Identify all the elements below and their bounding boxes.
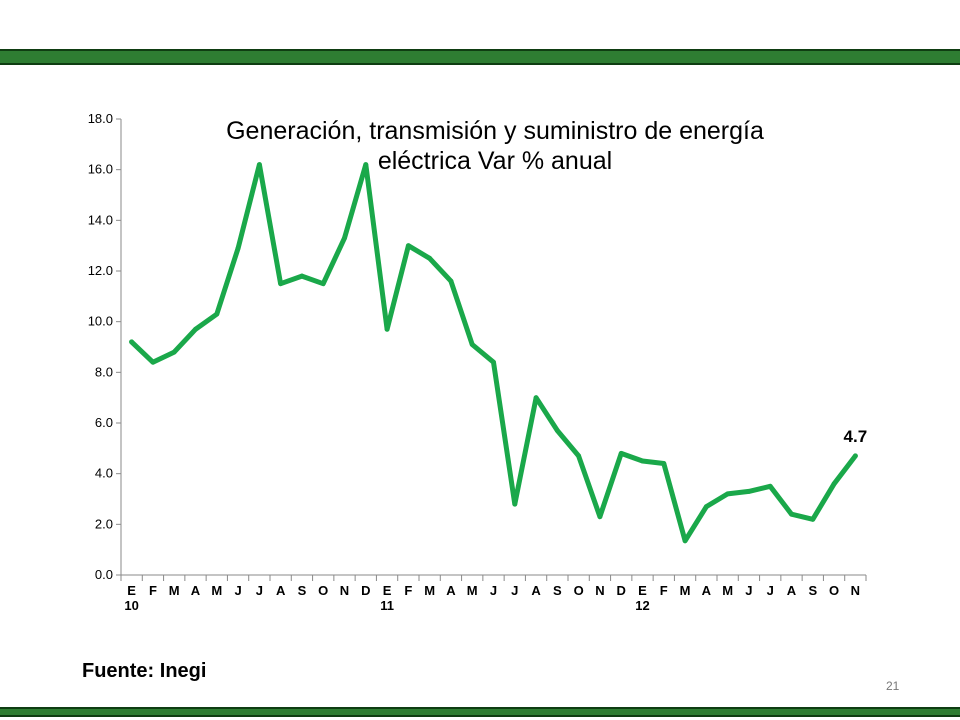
data-point <box>427 255 433 261</box>
bottom-band <box>0 707 960 717</box>
x-tick-label: S <box>553 583 562 598</box>
y-tick-label: 2.0 <box>95 516 113 531</box>
x-tick-label: M <box>424 583 435 598</box>
x-tick-label: D <box>617 583 626 598</box>
x-tick-label: E <box>638 583 647 598</box>
y-tick-label: 10.0 <box>88 314 113 329</box>
data-point <box>512 501 518 507</box>
data-point <box>597 514 603 520</box>
data-label: 4.7 <box>844 427 868 446</box>
data-point <box>278 281 284 287</box>
x-tick-label: A <box>787 583 797 598</box>
x-tick-label: M <box>722 583 733 598</box>
x-tick-label: S <box>298 583 307 598</box>
top-band <box>0 49 960 65</box>
y-tick-label: 8.0 <box>95 364 113 379</box>
x-tick-label: A <box>531 583 541 598</box>
x-year-label: 11 <box>380 598 394 613</box>
y-tick-label: 0.0 <box>95 567 113 582</box>
x-tick-label: A <box>446 583 456 598</box>
data-point <box>320 281 326 287</box>
x-tick-label: N <box>595 583 604 598</box>
x-tick-label: S <box>808 583 817 598</box>
data-point <box>554 428 560 433</box>
x-tick-label: D <box>361 583 370 598</box>
page-number: 21 <box>886 679 900 693</box>
data-point <box>171 349 177 355</box>
data-point <box>703 504 709 509</box>
x-year-label: 10 <box>124 598 138 613</box>
x-tick-label: N <box>851 583 860 598</box>
x-tick-label: M <box>467 583 478 598</box>
y-tick-label: 16.0 <box>88 162 113 177</box>
x-tick-label: J <box>234 583 241 598</box>
x-tick-label: J <box>745 583 752 598</box>
data-point <box>150 359 156 365</box>
data-point <box>342 235 347 241</box>
source-note: Fuente: Inegi <box>82 660 207 682</box>
y-tick-label: 18.0 <box>88 111 113 126</box>
x-tick-label: F <box>660 583 668 598</box>
data-point <box>661 461 667 466</box>
x-tick-label: A <box>276 583 286 598</box>
data-point <box>767 483 773 489</box>
data-point <box>831 481 837 487</box>
chart-area: 0.0 2.0 4.0 6.0 8.0 10.0 12.0 14.0 16.0 18.0 E F M A M… <box>72 108 878 622</box>
data-point <box>235 245 241 251</box>
x-tick-label: E <box>383 583 392 598</box>
data-point <box>214 311 220 317</box>
x-tick-label: N <box>340 583 349 598</box>
data-point <box>852 453 858 459</box>
data-point <box>640 458 645 464</box>
x-tick-label: F <box>404 583 412 598</box>
x-tick-label: A <box>702 583 712 598</box>
data-point <box>363 162 369 167</box>
x-tick-label: E <box>127 583 136 598</box>
data-point <box>384 326 390 332</box>
data-point <box>533 395 539 401</box>
data-point <box>491 359 496 365</box>
chart-title: Generación, transmisión y suministro de … <box>226 117 764 175</box>
line-chart: 0.02.04.06.08.010.012.014.016.018.0E F M A M… <box>88 111 868 613</box>
data-point <box>405 243 411 249</box>
data-point <box>576 453 582 459</box>
y-tick-label: 6.0 <box>95 415 113 430</box>
x-tick-label: O <box>318 583 328 598</box>
x-tick-label: J <box>256 583 263 598</box>
x-tick-label: O <box>829 583 839 598</box>
x-tick-label: A <box>191 583 201 598</box>
x-tick-label: M <box>169 583 180 598</box>
data-point <box>299 273 305 279</box>
data-point <box>193 326 198 332</box>
x-tick-label: M <box>680 583 691 598</box>
data-point <box>746 489 752 494</box>
series-line <box>129 162 858 544</box>
data-point <box>725 491 731 497</box>
data-point <box>618 451 624 456</box>
y-tick-label: 4.0 <box>95 466 113 481</box>
x-tick-label: J <box>490 583 497 598</box>
y-tick-label: 12.0 <box>88 263 113 278</box>
x-year-label: 12 <box>635 598 649 613</box>
x-tick-label: J <box>767 583 774 598</box>
data-point <box>789 511 794 517</box>
x-tick-label: O <box>574 583 584 598</box>
data-point <box>469 342 475 347</box>
data-point <box>448 278 454 284</box>
x-tick-label: F <box>149 583 157 598</box>
data-point <box>256 162 262 167</box>
data-point <box>129 339 135 345</box>
y-tick-label: 14.0 <box>88 212 113 227</box>
data-point <box>810 516 816 522</box>
x-tick-label: M <box>211 583 222 598</box>
x-tick-label: J <box>511 583 518 598</box>
data-point <box>682 538 688 544</box>
